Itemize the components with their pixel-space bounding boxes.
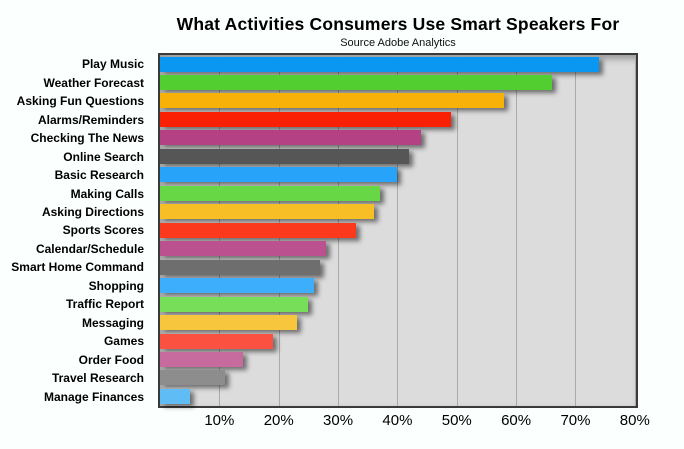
bar	[160, 370, 226, 386]
x-tick-label: 50%	[441, 412, 472, 429]
bar-row	[160, 387, 636, 405]
bar-row	[160, 55, 636, 73]
bar	[160, 93, 505, 109]
bar-row	[160, 332, 636, 350]
bar	[160, 315, 297, 331]
category-label: Basic Research	[54, 168, 144, 183]
bar-row	[160, 277, 636, 295]
category-label: Order Food	[78, 352, 144, 367]
bar	[160, 259, 321, 275]
bar	[160, 148, 410, 164]
bar-row	[160, 240, 636, 258]
category-label: Making Calls	[70, 186, 144, 201]
bar-row	[160, 73, 636, 91]
category-label: Travel Research	[51, 371, 144, 386]
bar-row	[160, 147, 636, 165]
bar	[160, 74, 552, 90]
category-label: Manage Finances	[43, 389, 144, 404]
bar-row	[160, 166, 636, 184]
x-tick-label: 60%	[501, 412, 532, 429]
category-label: Smart Home Command	[11, 260, 144, 275]
x-tick-label: 20%	[263, 412, 294, 429]
bar-row	[160, 92, 636, 110]
category-label: Games	[103, 334, 144, 349]
bar-row	[160, 295, 636, 313]
x-tick-label: 70%	[560, 412, 591, 429]
category-label: Shopping	[88, 278, 144, 293]
gridline	[575, 55, 577, 406]
gridline	[397, 55, 399, 406]
x-tick-label: 10%	[204, 412, 235, 429]
bar	[160, 388, 190, 404]
bar-row	[160, 258, 636, 276]
bar	[160, 352, 244, 367]
category-label: Sports Scores	[62, 223, 144, 238]
category-label: Weather Forecast	[43, 75, 144, 90]
category-label: Asking Fun Questions	[16, 94, 144, 109]
category-label: Traffic Report	[65, 297, 144, 312]
bar	[160, 56, 600, 72]
bar	[160, 241, 327, 257]
bar	[160, 130, 422, 146]
x-axis: 10% 20% 30% 40% 50% 60% 70% 80%	[0, 412, 684, 434]
bar-row	[160, 314, 636, 332]
bar	[160, 296, 309, 312]
category-label: Alarms/Reminders	[37, 112, 144, 127]
category-label: Online Search	[63, 149, 144, 164]
category-label: Play Music	[81, 57, 144, 72]
chart-title: What Activities Consumers Use Smart Spea…	[176, 14, 620, 34]
bar	[160, 167, 398, 183]
bar-row	[160, 110, 636, 128]
category-label: Checking The News	[30, 131, 144, 146]
bar	[160, 222, 356, 238]
gridline	[516, 55, 518, 406]
bar	[160, 204, 374, 220]
y-axis-category-labels: Play Music Weather Forecast Asking Fun Que…	[0, 55, 151, 406]
chart-subtitle: Source Adobe Analytics	[340, 37, 456, 49]
bar-row	[160, 221, 636, 239]
category-label: Asking Directions	[41, 204, 144, 219]
category-label: Calendar/Schedule	[35, 241, 144, 256]
bar	[160, 278, 315, 294]
bar-rows	[160, 55, 636, 406]
plot-area	[158, 53, 638, 408]
gridline	[634, 55, 636, 406]
bar	[160, 185, 380, 201]
x-tick-label: 80%	[619, 412, 650, 429]
bar-row	[160, 129, 636, 147]
category-label: Messaging	[81, 315, 144, 330]
bar-row	[160, 184, 636, 202]
x-tick-label: 40%	[382, 412, 413, 429]
bar	[160, 111, 451, 127]
gridline	[456, 55, 458, 406]
bar	[160, 333, 273, 349]
bar-row	[160, 351, 636, 369]
x-tick-label: 30%	[323, 412, 354, 429]
bar-row	[160, 369, 636, 387]
bar-row	[160, 203, 636, 221]
